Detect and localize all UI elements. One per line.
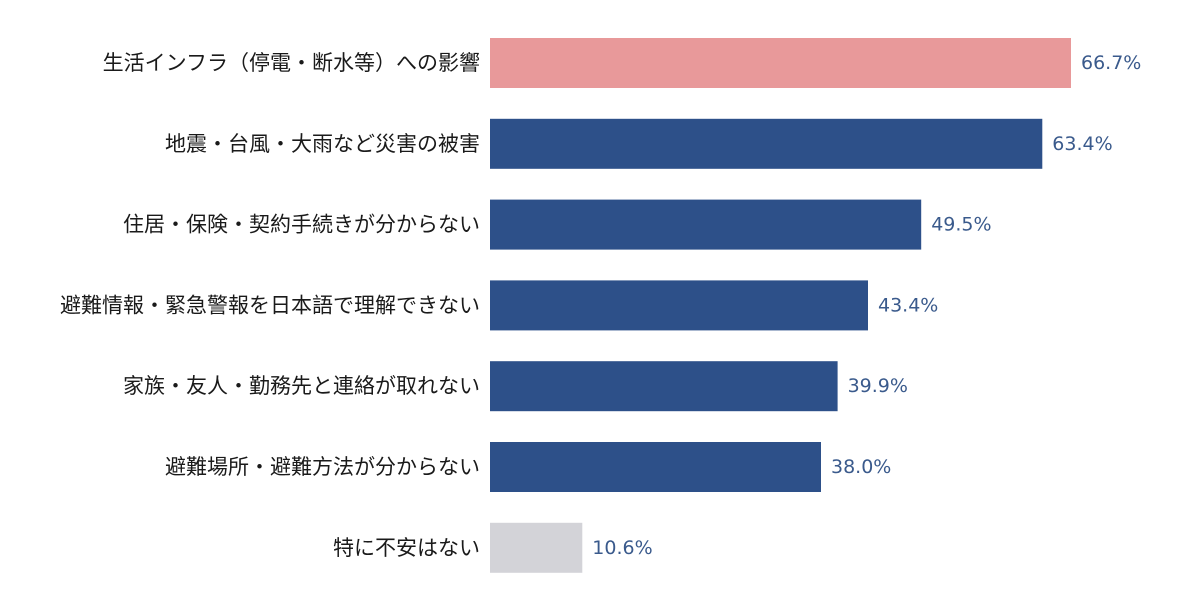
bar-6 <box>490 442 821 492</box>
bar-4 <box>490 280 868 331</box>
value-label-7: 10.6% <box>592 537 652 559</box>
value-label-6: 38.0% <box>831 456 891 478</box>
value-label-1: 66.7% <box>1081 52 1141 74</box>
bar-5 <box>490 361 838 412</box>
category-labels-group: 生活インフラ（停電・断水等）への影響地震・台風・大雨など災害の被害住居・保険・契… <box>60 51 480 560</box>
bar-7 <box>490 522 583 573</box>
bar-3 <box>490 199 922 250</box>
category-label-2: 地震・台風・大雨など災害の被害 <box>165 132 480 156</box>
bar-1 <box>490 38 1071 88</box>
value-labels-group: 66.7% 63.4% 49.5% 43.4% 39.9% 38.0% 10.6% <box>592 52 1141 559</box>
category-label-3: 住居・保険・契約手続きが分からない <box>123 213 480 237</box>
category-label-4: 避難情報・緊急警報を日本語で理解できない <box>60 293 480 317</box>
value-label-4: 43.4% <box>878 294 938 316</box>
value-label-2: 63.4% <box>1052 133 1112 155</box>
bars-group <box>490 38 1071 573</box>
category-label-6: 避難場所・避難方法が分からない <box>165 455 480 479</box>
category-label-5: 家族・友人・勤務先と連絡が取れない <box>123 374 480 398</box>
bar-2 <box>490 118 1043 169</box>
category-label-1: 生活インフラ（停電・断水等）への影響 <box>103 51 480 75</box>
category-label-7: 特に不安はない <box>333 536 480 560</box>
value-label-3: 49.5% <box>931 214 991 236</box>
value-label-5: 39.9% <box>848 375 908 397</box>
